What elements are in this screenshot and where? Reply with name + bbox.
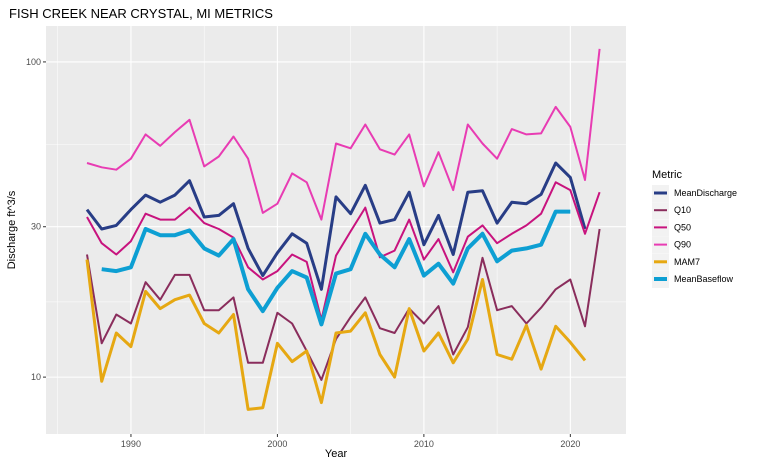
legend-label: Q10 — [674, 205, 691, 215]
legend-label: MeanDischarge — [674, 188, 737, 198]
legend-label: Q90 — [674, 240, 691, 250]
series-line-q10 — [86, 228, 601, 381]
x-axis-title: Year — [325, 448, 348, 460]
x-axis: 1990 2000 2010 2020 — [121, 434, 580, 449]
plot-panel — [46, 26, 626, 434]
chart-title: FISH CREEK NEAR CRYSTAL, MI METRICS — [9, 6, 273, 21]
major-gridlines — [46, 26, 626, 434]
legend-label: MeanBaseflow — [674, 274, 734, 284]
series-line-meandischarge — [85, 161, 587, 291]
series-line-meanbaseflow — [101, 209, 571, 327]
legend-label: Q50 — [674, 222, 691, 232]
series-lines — [85, 48, 601, 411]
x-tick-label: 1990 — [121, 439, 141, 449]
legend-label: MAM7 — [674, 257, 700, 267]
series-line-q90 — [86, 48, 601, 221]
y-axis: 10 30 100 — [26, 57, 46, 382]
y-tick-label: 30 — [31, 222, 41, 232]
y-tick-label: 10 — [31, 372, 41, 382]
x-tick-label: 2010 — [414, 439, 434, 449]
series-line-mam7 — [85, 259, 587, 411]
legend-title: Metric — [652, 169, 682, 181]
series-line-q50 — [86, 181, 601, 321]
x-tick-label: 2020 — [560, 439, 580, 449]
y-tick-label: 100 — [26, 57, 41, 67]
y-axis-title: Discharge ft^3/s — [6, 190, 18, 269]
legend: Metric MeanDischarge Q10 Q50 Q90 MAM7 MeanBas… — [652, 169, 737, 288]
x-tick-label: 2000 — [267, 439, 287, 449]
